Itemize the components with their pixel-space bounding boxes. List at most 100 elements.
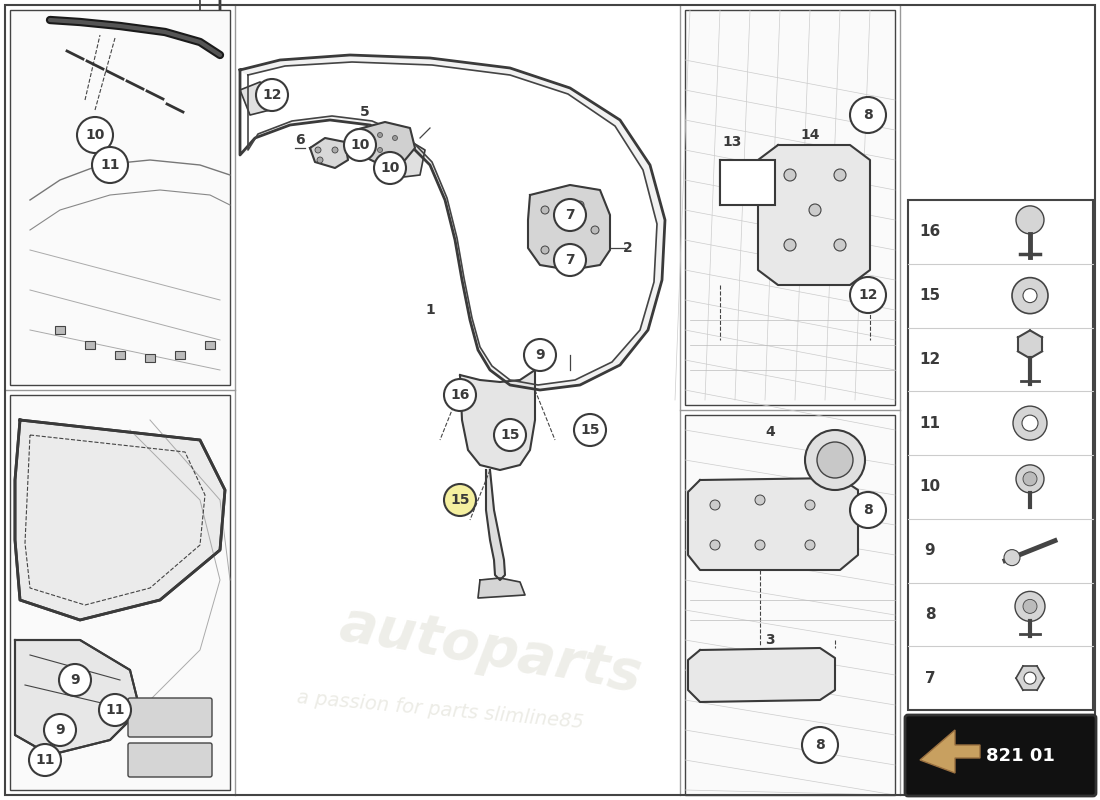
Text: 16: 16 — [450, 388, 470, 402]
Circle shape — [1022, 415, 1038, 431]
Circle shape — [834, 239, 846, 251]
Circle shape — [805, 430, 865, 490]
Text: 2: 2 — [623, 241, 632, 255]
Text: 15: 15 — [500, 428, 519, 442]
Circle shape — [755, 540, 764, 550]
Circle shape — [1024, 672, 1036, 684]
Text: 8: 8 — [815, 738, 825, 752]
Text: 5: 5 — [360, 105, 370, 119]
Circle shape — [444, 484, 476, 516]
Circle shape — [1016, 465, 1044, 493]
Text: 7: 7 — [565, 208, 575, 222]
Text: 10: 10 — [381, 161, 399, 175]
Text: 15: 15 — [581, 423, 600, 437]
Circle shape — [344, 129, 376, 161]
Circle shape — [574, 414, 606, 446]
Circle shape — [29, 744, 60, 776]
Circle shape — [805, 500, 815, 510]
Circle shape — [805, 540, 815, 550]
Polygon shape — [1018, 330, 1042, 358]
Circle shape — [802, 727, 838, 763]
Text: 11: 11 — [35, 753, 55, 767]
Circle shape — [1023, 472, 1037, 486]
Circle shape — [363, 135, 367, 141]
Circle shape — [571, 251, 579, 259]
Text: 13: 13 — [723, 135, 741, 149]
Bar — [85, 341, 95, 349]
Bar — [685, 415, 895, 795]
Circle shape — [710, 540, 720, 550]
Circle shape — [784, 169, 796, 181]
Circle shape — [256, 79, 288, 111]
Circle shape — [710, 500, 720, 510]
Circle shape — [99, 694, 131, 726]
Text: 10: 10 — [920, 479, 940, 494]
Circle shape — [1016, 206, 1044, 234]
Text: 9: 9 — [70, 673, 80, 687]
Text: 3: 3 — [766, 633, 774, 647]
Polygon shape — [688, 478, 858, 570]
Text: 10: 10 — [350, 138, 370, 152]
Polygon shape — [310, 138, 348, 168]
Text: 12: 12 — [920, 352, 940, 367]
Circle shape — [554, 199, 586, 231]
Text: 16: 16 — [920, 224, 940, 239]
Circle shape — [808, 204, 821, 216]
Polygon shape — [15, 420, 225, 620]
Text: 8: 8 — [925, 607, 935, 622]
Text: 4: 4 — [766, 425, 774, 439]
Circle shape — [332, 147, 338, 153]
Text: 821 01: 821 01 — [986, 747, 1055, 765]
Bar — [116, 351, 125, 359]
Circle shape — [834, 169, 846, 181]
Polygon shape — [920, 730, 980, 773]
Circle shape — [494, 419, 526, 451]
Bar — [908, 200, 1093, 710]
Polygon shape — [240, 82, 275, 115]
Text: 6: 6 — [295, 133, 305, 147]
Circle shape — [317, 157, 323, 163]
Text: 11: 11 — [100, 158, 120, 172]
Text: 7: 7 — [565, 253, 575, 267]
Bar — [175, 351, 185, 359]
Circle shape — [377, 133, 383, 138]
Text: 14: 14 — [801, 128, 820, 142]
Circle shape — [755, 495, 764, 505]
Circle shape — [850, 97, 886, 133]
Circle shape — [1012, 278, 1048, 314]
FancyBboxPatch shape — [905, 715, 1096, 796]
Bar — [55, 326, 65, 334]
Circle shape — [393, 135, 397, 141]
Circle shape — [576, 201, 584, 209]
Circle shape — [377, 147, 383, 153]
Text: a passion for parts slimline85: a passion for parts slimline85 — [296, 688, 584, 732]
Text: autoparts: autoparts — [334, 597, 646, 703]
Circle shape — [784, 239, 796, 251]
Text: 12: 12 — [262, 88, 282, 102]
Polygon shape — [240, 55, 666, 390]
Polygon shape — [15, 640, 140, 755]
Bar — [205, 341, 214, 349]
Circle shape — [554, 244, 586, 276]
Circle shape — [1023, 289, 1037, 302]
Polygon shape — [758, 145, 870, 285]
Bar — [10, 395, 230, 790]
Circle shape — [92, 147, 128, 183]
Circle shape — [44, 714, 76, 746]
Polygon shape — [460, 370, 535, 470]
Bar — [720, 160, 775, 205]
Circle shape — [1015, 591, 1045, 622]
Text: 15: 15 — [450, 493, 470, 507]
Circle shape — [850, 277, 886, 313]
Circle shape — [1023, 599, 1037, 614]
Text: 10: 10 — [86, 128, 104, 142]
Text: 8: 8 — [864, 503, 873, 517]
Polygon shape — [1016, 666, 1044, 690]
Circle shape — [1004, 550, 1020, 566]
Circle shape — [1013, 406, 1047, 440]
Text: 15: 15 — [920, 288, 940, 303]
FancyBboxPatch shape — [128, 698, 212, 737]
Text: 9: 9 — [536, 348, 544, 362]
Circle shape — [591, 226, 600, 234]
Polygon shape — [379, 135, 425, 178]
